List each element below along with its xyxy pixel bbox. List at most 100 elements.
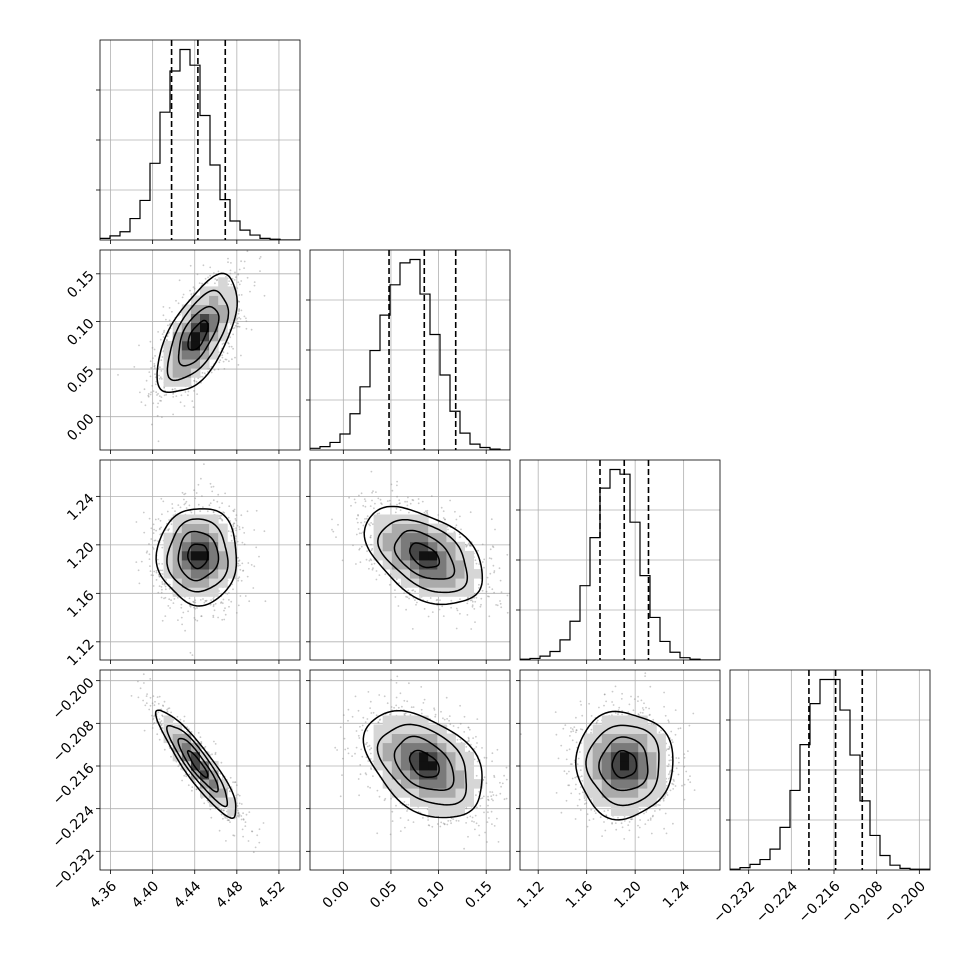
scatter-point <box>366 741 368 744</box>
scatter-point <box>371 568 374 571</box>
scatter-point <box>469 544 471 547</box>
x-tick-label: 4.40 <box>129 878 162 911</box>
scatter-point <box>167 324 169 327</box>
scatter-point <box>348 496 350 499</box>
scatter-point <box>408 597 410 600</box>
scatter-point <box>214 751 217 754</box>
scatter-point <box>470 599 473 601</box>
density-cell <box>400 715 411 725</box>
scatter-point <box>399 830 402 832</box>
density-cell <box>638 760 648 771</box>
scatter-point <box>496 817 498 820</box>
scatter-point <box>431 611 434 613</box>
scatter-point <box>381 503 383 505</box>
scatter-point <box>158 585 161 587</box>
scatter-point <box>688 724 691 727</box>
density-cell <box>428 806 438 816</box>
density-cell <box>647 742 657 753</box>
x-tick-label: −0.232 <box>710 878 758 926</box>
scatter-point <box>201 282 203 285</box>
scatter-point <box>171 310 173 313</box>
scatter-point <box>578 798 581 801</box>
scatter-point <box>475 822 478 825</box>
scatter-point <box>580 742 583 744</box>
scatter-point <box>230 323 232 325</box>
scatter-point <box>241 226 243 228</box>
scatter-point <box>663 705 665 708</box>
y-tick-label: −0.224 <box>50 803 98 851</box>
scatter-point <box>138 582 141 585</box>
scatter-point <box>162 306 165 308</box>
scatter-point <box>188 773 191 776</box>
density-cell <box>181 514 192 524</box>
scatter-point <box>412 821 415 823</box>
scatter-point <box>160 400 163 402</box>
scatter-point <box>243 267 246 269</box>
scatter-point <box>366 515 369 517</box>
x-tick-label: −0.208 <box>838 878 886 926</box>
scatter-point <box>683 753 686 755</box>
density-cell <box>382 715 393 725</box>
scatter-point <box>483 558 486 561</box>
scatter-point <box>242 812 245 815</box>
scatter-point <box>237 281 240 284</box>
density-cell <box>163 715 174 725</box>
density-cell <box>610 788 621 798</box>
scatter-point <box>188 773 191 776</box>
scatter-point <box>359 764 362 766</box>
scatter-point <box>251 830 254 833</box>
scatter-point <box>396 675 399 678</box>
scatter-point <box>390 797 392 800</box>
density-cell <box>391 514 402 524</box>
scatter-point <box>474 828 476 831</box>
scatter-point <box>671 782 674 785</box>
scatter-point <box>246 510 249 513</box>
scatter-point <box>219 359 222 362</box>
scatter-point <box>651 815 654 818</box>
scatter-point <box>357 734 360 737</box>
scatter-point <box>586 813 589 816</box>
density-cell <box>610 724 621 734</box>
scatter-point <box>617 713 619 716</box>
density-cell <box>172 523 183 534</box>
density-cell <box>437 523 447 534</box>
scatter-point <box>246 575 249 578</box>
scatter-point <box>366 745 369 748</box>
scatter-point <box>377 721 380 723</box>
density-cell <box>200 779 210 789</box>
scatter-point <box>157 573 160 576</box>
scatter-point <box>483 811 485 814</box>
scatter-point <box>580 775 583 778</box>
scatter-point <box>361 755 364 758</box>
density-cell <box>410 560 420 570</box>
density-cell <box>209 797 219 807</box>
scatter-point <box>450 606 452 609</box>
scatter-point <box>389 503 392 505</box>
density-cell <box>382 770 393 780</box>
scatter-point <box>358 494 360 497</box>
scatter-point <box>562 727 565 730</box>
scatter-point <box>232 834 235 837</box>
density-cell <box>209 760 219 771</box>
pair-panel-0-2 <box>96 459 301 664</box>
scatter-point <box>248 811 251 813</box>
scatter-point <box>353 498 356 501</box>
contour-line <box>611 749 638 779</box>
scatter-point <box>439 825 442 828</box>
density-cell <box>190 550 201 561</box>
density-cell <box>373 760 384 771</box>
scatter-point <box>156 733 159 736</box>
density-cell <box>419 523 429 534</box>
scatter-point <box>149 678 152 680</box>
scatter-point <box>232 781 235 784</box>
scatter-point <box>360 532 363 535</box>
density-cell <box>209 788 219 798</box>
density-cell <box>190 578 201 588</box>
scatter-point <box>426 511 428 514</box>
scatter-point <box>681 784 683 787</box>
scatter-point <box>181 779 184 782</box>
density-cell <box>647 751 657 762</box>
density-cell <box>610 806 621 816</box>
density-cell <box>601 788 612 798</box>
density-cell <box>200 286 210 296</box>
